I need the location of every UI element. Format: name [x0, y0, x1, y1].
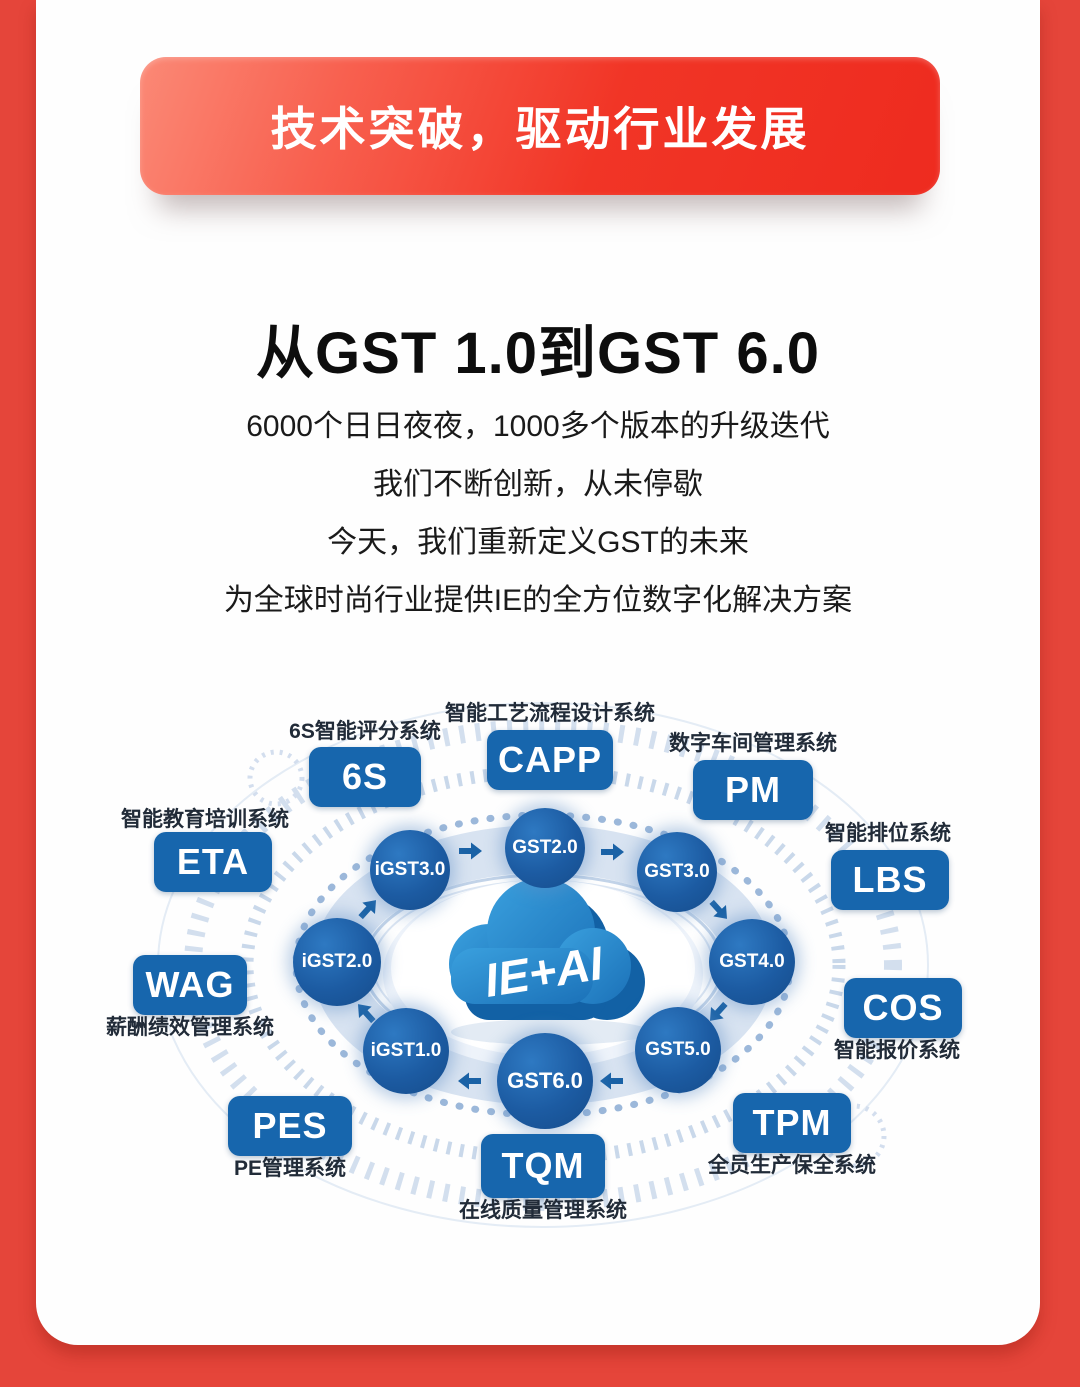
system-label-lbs: 智能排位系统 [825, 822, 951, 845]
system-box-tpm: TPM [733, 1093, 851, 1153]
system-box-tqm: TQM [481, 1134, 605, 1198]
system-box-capp: CAPP [487, 730, 613, 790]
version-node-gst6: GST6.0 [497, 1033, 593, 1129]
version-node-gst5: GST5.0 [635, 1007, 721, 1093]
system-box-6s: 6S [309, 747, 421, 807]
version-node-igst1: iGST1.0 [363, 1008, 449, 1094]
system-label-capp: 智能工艺流程设计系统 [445, 702, 655, 725]
system-label-pes: PE管理系统 [233, 1157, 347, 1180]
hero-subtitle-line: 今天，我们重新定义GST的未来 [327, 526, 749, 559]
system-label-tpm: 全员生产保全系统 [708, 1154, 876, 1177]
hero-subtitle-line: 6000个日日夜夜，1000多个版本的升级迭代 [246, 410, 830, 443]
system-label-pm: 数字车间管理系统 [669, 732, 837, 755]
version-node-igst2: iGST2.0 [293, 918, 381, 1006]
hero-subtitle-line: 我们不断创新，从未停歇 [373, 468, 703, 501]
system-box-lbs: LBS [831, 850, 949, 910]
system-label-6s: 6S智能评分系统 [289, 720, 441, 743]
system-box-pm: PM [693, 760, 813, 820]
system-label-tqm: 在线质量管理系统 [459, 1199, 627, 1222]
banner-title: 技术突破，驱动行业发展 [270, 103, 810, 155]
hero-subtitle-line: 为全球时尚行业提供IE的全方位数字化解决方案 [223, 584, 853, 617]
cloud-icon: IE+AI [449, 878, 651, 1045]
system-box-cos: COS [844, 978, 962, 1038]
version-node-gst4: GST4.0 [709, 919, 795, 1005]
system-box-eta: ETA [154, 832, 272, 892]
page-title: 从GST 1.0到GST 6.0 [256, 321, 820, 386]
gst-ecosystem-diagram: IE+AI iGST3.0 GST2.0 GST3.0 GST4.0 GST5.… [36, 690, 1040, 1250]
header-banner: 技术突破，驱动行业发展 [140, 57, 940, 195]
version-node-gst3: GST3.0 [637, 832, 717, 912]
content-card: 技术突破，驱动行业发展 从GST 1.0到GST 6.0 6000个日日夜夜，1… [36, 0, 1040, 1345]
system-label-eta: 智能教育培训系统 [121, 808, 289, 831]
system-label-wag: 薪酬绩效管理系统 [106, 1016, 274, 1039]
system-box-wag: WAG [133, 955, 247, 1015]
version-node-igst3: iGST3.0 [370, 830, 450, 910]
system-box-pes: PES [228, 1096, 352, 1156]
system-label-cos: 智能报价系统 [834, 1039, 960, 1062]
version-node-gst2: GST2.0 [505, 808, 585, 888]
